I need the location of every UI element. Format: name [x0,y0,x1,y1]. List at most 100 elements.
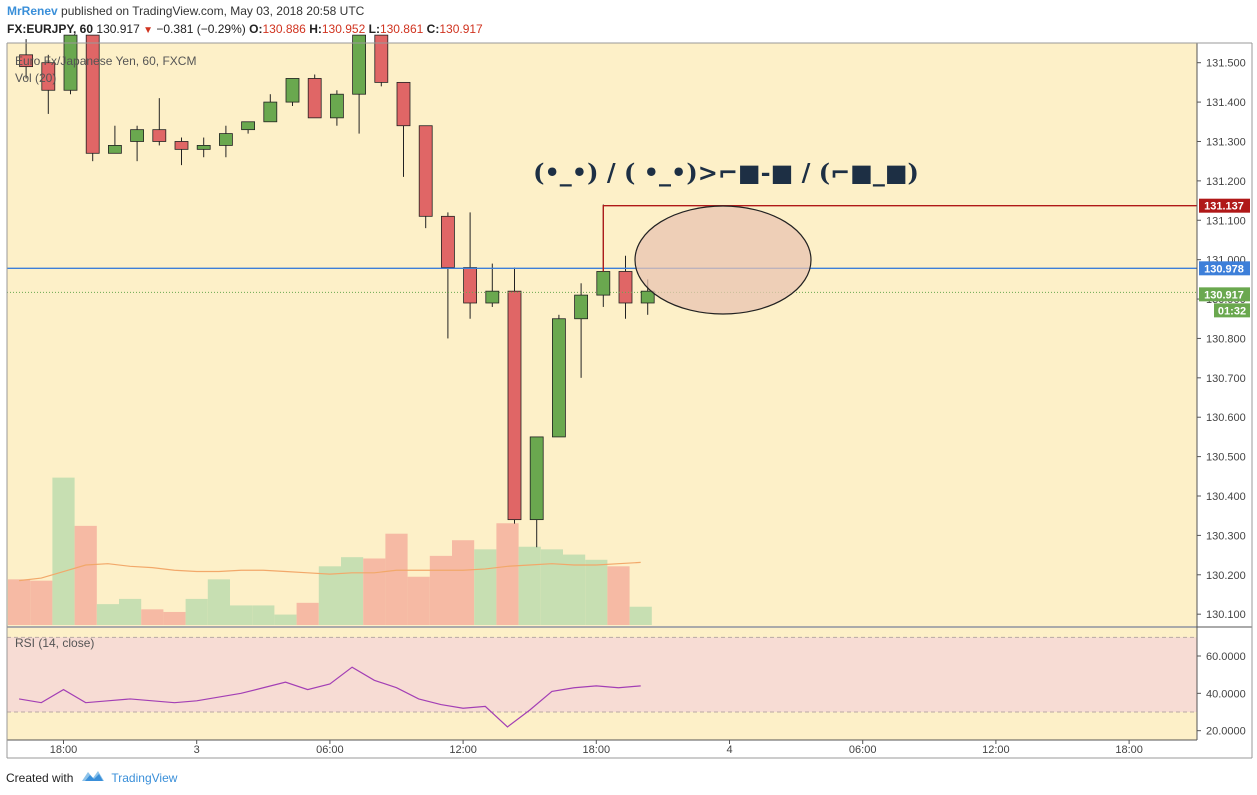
time-tick-label: 12:00 [449,744,477,756]
volume-bar [185,598,208,625]
candle-body [574,294,588,320]
volume-ma-line [19,561,641,582]
low-label: L: [368,22,380,36]
candle [85,34,100,162]
volume-bar [230,605,253,625]
candle [130,125,145,162]
volume-bar [141,609,164,625]
candle [263,94,278,123]
blue-level-price-text: 130.978 [1204,263,1244,275]
volume-bar [629,606,652,625]
candle-body [552,318,566,438]
time-tick-label: 18:00 [50,744,78,756]
candle-body [152,129,167,142]
price-tick-label: 130.400 [1206,491,1246,503]
publish-header: MrRenev published on TradingView.com, Ma… [7,4,364,18]
open-value: 130.886 [262,22,306,36]
main-pane[interactable] [7,43,1197,626]
candle [507,267,522,524]
close-value: 130.917 [439,22,483,36]
candle-body [63,34,78,91]
volume-bar [563,554,586,625]
price-tick-label: 130.600 [1206,412,1246,424]
candle-body [418,125,433,217]
candle-body [241,121,256,131]
resistance-line[interactable] [602,205,1197,272]
candle [574,283,588,378]
price-tick-label: 131.300 [1206,136,1246,148]
price-tick-label: 130.500 [1206,452,1246,464]
candle [485,263,500,307]
annotation-text[interactable]: (•_•) / ( •_•)>⌐■-■ / (⌐■_■) [533,158,919,187]
candle [196,137,211,158]
candle [463,212,478,319]
change-value: −0.381 (−0.29%) [156,22,246,36]
candle-body [463,267,478,304]
time-axis[interactable]: 18:00 3 06:00 12:00 18:00 4 06:00 12:00 18:00 [50,740,1143,756]
tradingview-link[interactable]: TradingView [111,770,178,785]
candle [285,78,300,107]
time-tick-label: 18:00 [1115,744,1143,756]
resistance-price-text: 131.137 [1204,201,1244,213]
candle [374,34,389,87]
price-tick-label: 130.800 [1206,333,1246,345]
candle-body [485,290,500,304]
last-price-tag [1199,287,1250,302]
candle [108,125,122,154]
countdown-text: 01:32 [1218,305,1246,317]
volume-bar [8,579,31,625]
candle-body [85,34,100,154]
candle [529,436,544,548]
candle-layer [19,34,655,548]
price-axis[interactable]: 131.500131.400131.300131.200131.100131.0… [1197,58,1246,621]
volume-bar [163,611,186,625]
candle-body [41,62,56,91]
volume-bar [341,557,364,625]
candle-body [19,54,34,68]
candle [418,125,433,229]
down-arrow-icon: ▼ [143,25,154,36]
author-link[interactable]: MrRenev [7,4,58,18]
volume-bar [96,604,119,625]
volume-bar [585,559,608,625]
candle [174,137,189,166]
candle-body [440,215,455,268]
volume-bar [274,614,297,625]
candle [618,255,633,319]
candle [19,39,34,79]
volume-bar [407,576,430,625]
time-tick-label: 4 [726,744,732,756]
rsi-tick-label: 40.0000 [1206,688,1246,700]
rsi-axis[interactable]: 60.0000 40.0000 20.0000 [1197,651,1246,738]
symbol-label: FX:EURJPY, 60 [7,22,94,36]
volume-bar [119,598,142,625]
candle-body [329,93,344,119]
volume-bar [363,558,386,625]
volume-bar [474,549,497,625]
blue-level-price-tag [1199,261,1250,276]
volume-bar [252,605,275,625]
rsi-line [19,666,641,728]
price-tick-label: 130.300 [1206,530,1246,542]
price-tick-label: 131.200 [1206,176,1246,188]
candle [352,34,367,134]
volume-bar [207,579,230,625]
price-tick-label: 130.100 [1206,609,1246,621]
last-price-text: 130.917 [1204,289,1244,301]
volume-bar [74,525,97,625]
volume-bar [429,555,452,625]
highlight-ellipse[interactable] [634,205,812,315]
candle-body [640,290,655,304]
volume-bar [296,602,319,625]
time-tick-label: 18:00 [583,744,611,756]
candle [552,314,566,438]
low-value: 130.861 [379,22,424,36]
volume-bar [385,533,408,625]
candle-body [596,271,611,296]
volume-bar [496,523,519,625]
candle [152,98,167,146]
rsi-legend: RSI (14, close) [15,636,94,650]
candle [329,90,344,126]
volume-bar [540,549,563,625]
